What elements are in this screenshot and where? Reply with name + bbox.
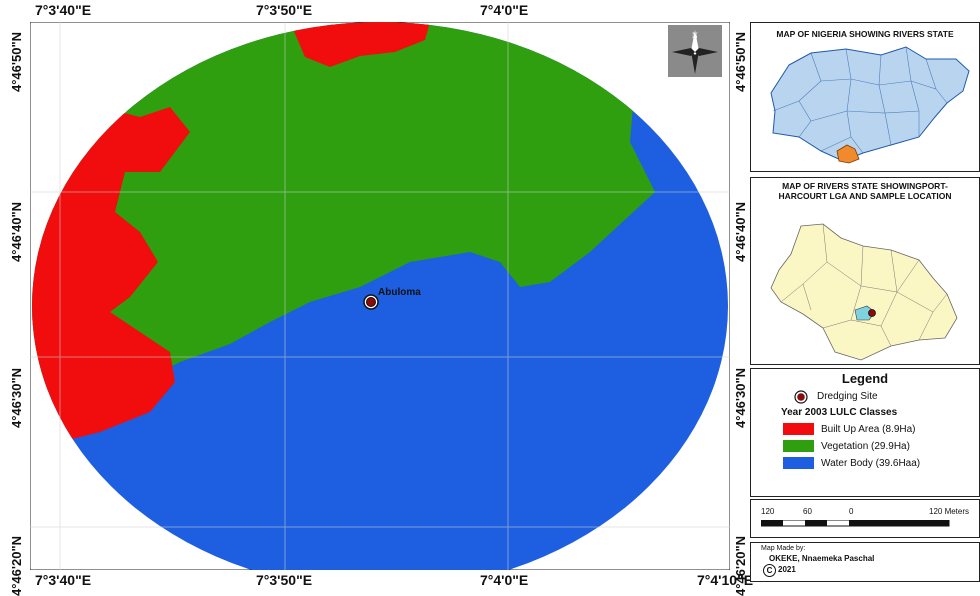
bottom-longitude-label: 7°3'50"E (256, 572, 313, 588)
left-latitude-label: 4°46'40"N (9, 202, 24, 262)
built-up-swatch (783, 423, 814, 435)
built-up-area-north (290, 22, 430, 67)
bottom-longitude-label: 7°4'10"E (697, 572, 754, 588)
legend-class-label: Vegetation (29.9Ha) (821, 441, 910, 452)
scale-bar-panel: 120 60 0 120 Meters (750, 499, 980, 538)
vegetation-area (32, 22, 655, 382)
legend-class-label: Built Up Area (8.9Ha) (821, 424, 916, 435)
right-latitude-label: 4°46'30"N (733, 368, 748, 428)
water-body-swatch (783, 457, 814, 469)
lga-boundaries (780, 223, 948, 347)
nigeria-inset-panel: MAP OF NIGERIA SHOWING RIVERS STATE (750, 22, 980, 172)
rivers-state-highlight (836, 144, 860, 164)
state-boundaries (772, 46, 948, 154)
rivers-inset-title-line1: MAP OF RIVERS STATE SHOWINGPORT- (782, 181, 948, 191)
left-latitude-label: 4°46'20"N (9, 536, 24, 596)
graticule (30, 22, 730, 570)
rivers-state-map (770, 223, 958, 361)
left-latitude-label: 4°46'30"N (9, 368, 24, 428)
rivers-inset-panel: MAP OF RIVERS STATE SHOWINGPORT- HARCOUR… (750, 177, 980, 365)
top-longitude-label: 7°4'0"E (480, 2, 529, 18)
credits-author: OKEKE, Nnaemeka Paschal (769, 554, 875, 563)
legend-subtitle: Year 2003 LULC Classes (781, 407, 898, 418)
scale-label: 0 (849, 507, 854, 516)
rivers-state-outline (770, 223, 958, 361)
bottom-longitude-label: 7°3'40"E (35, 572, 92, 588)
nigeria-map (770, 46, 970, 164)
right-latitude-label: 4°46'50"N (733, 32, 748, 92)
legend-title: Legend (841, 371, 889, 386)
north-label: N (692, 31, 698, 40)
site-label: Abuloma (378, 287, 421, 298)
dredging-site-symbol (794, 390, 808, 404)
legend-site-label: Dredging Site (817, 391, 878, 402)
credits-panel: Map Made by: OKEKE, Nnaemeka Paschal C 2… (750, 542, 980, 582)
north-arrow: N (668, 25, 722, 77)
nigeria-outline (770, 46, 970, 162)
bottom-longitude-label: 7°4'0"E (480, 572, 529, 588)
top-longitude-label: 7°3'40"E (35, 2, 92, 18)
credits-year: 2021 (778, 565, 796, 574)
scale-label: 120 Meters (929, 507, 970, 516)
copyright-icon: C (763, 564, 776, 577)
vegetation-swatch (783, 440, 814, 452)
scale-label: 60 (803, 507, 812, 516)
scale-bar (761, 520, 950, 527)
nigeria-inset-title: MAP OF NIGERIA SHOWING RIVERS STATE (776, 29, 954, 39)
left-latitude-label: 4°46'50"N (9, 32, 24, 92)
credits-heading: Map Made by: (761, 545, 806, 552)
scale-label: 120 (761, 507, 775, 516)
legend-class-label: Water Body (39.6Haa) (821, 458, 921, 469)
rivers-inset-title-line2: HARCOURT LGA AND SAMPLE LOCATION (778, 191, 952, 201)
sample-location-marker (868, 309, 876, 317)
right-latitude-label: 4°46'20"N (733, 536, 748, 596)
lulc-map: Abuloma N (30, 22, 730, 570)
top-longitude-label: 7°3'50"E (256, 2, 313, 18)
legend-panel: Legend Dredging Site Year 2003 LULC Clas… (750, 368, 980, 497)
right-latitude-label: 4°46'40"N (733, 202, 748, 262)
